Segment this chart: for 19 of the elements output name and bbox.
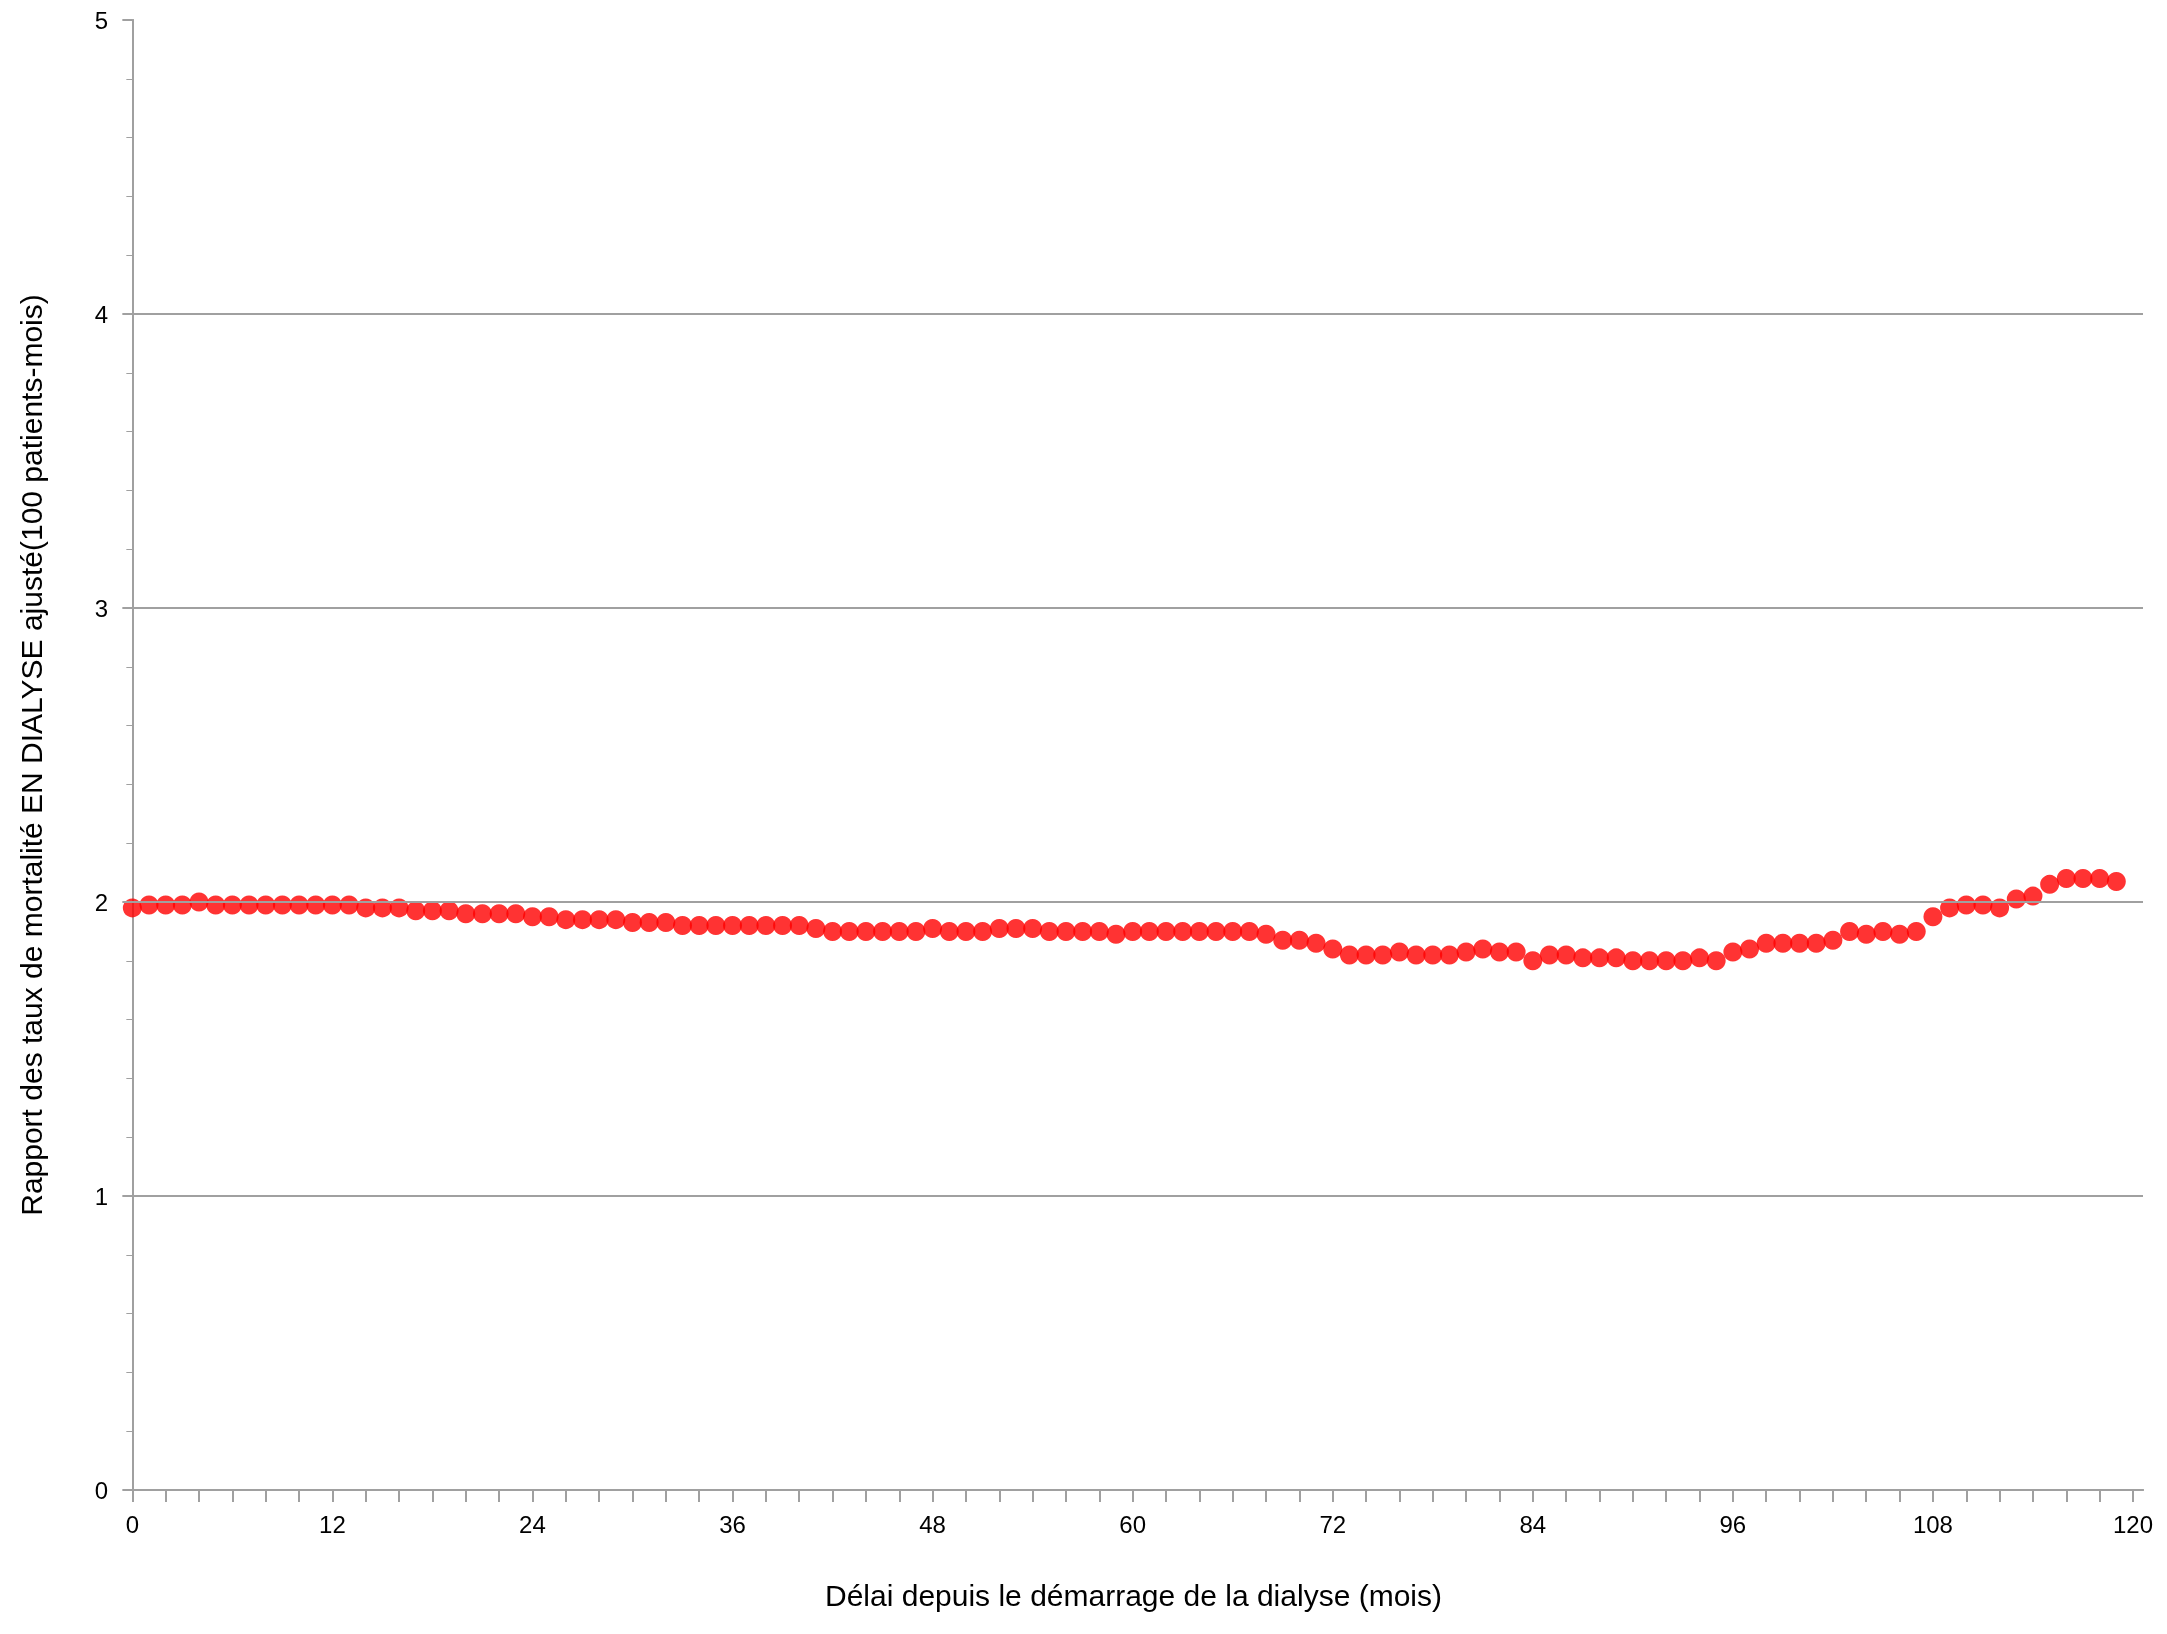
- x-tick-label: 12: [319, 1510, 346, 1538]
- x-tick-label: 36: [719, 1510, 746, 1538]
- y-tick-label: 2: [94, 888, 108, 916]
- y-tick-label: 1: [94, 1182, 108, 1210]
- x-tick-label: 48: [919, 1510, 946, 1538]
- x-tick-label: 0: [125, 1510, 140, 1538]
- x-tick-label: 84: [1519, 1510, 1547, 1538]
- x-tick-label: 120: [2112, 1510, 2154, 1538]
- y-axis-title: Rapport des taux de mortalité EN DIALYSE ajusté(100 patients-mois): [14, 294, 48, 1216]
- x-tick-label: 96: [1719, 1510, 1747, 1538]
- y-tick-label: 3: [94, 594, 108, 622]
- y-tick-label: 0: [94, 1476, 108, 1504]
- x-tick-label: 108: [1912, 1510, 1953, 1538]
- y-tick-label: 5: [94, 6, 108, 34]
- x-tick-label: 60: [1119, 1510, 1147, 1538]
- x-tick-label: 24: [519, 1510, 546, 1538]
- x-axis-title: Délai depuis le démarrage de la dialyse (mois): [825, 1578, 1442, 1612]
- x-tick-label: 72: [1319, 1510, 1347, 1538]
- y-tick-label: 4: [94, 300, 108, 328]
